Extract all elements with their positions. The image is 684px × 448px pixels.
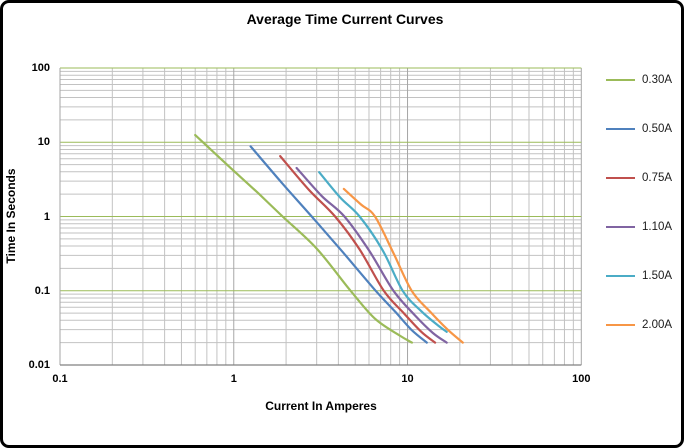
legend-line-swatch <box>606 226 635 228</box>
legend-item-0.75A: 0.75A <box>606 171 672 185</box>
legend-item-2.00A: 2.00A <box>606 318 672 332</box>
legend-line-swatch <box>606 128 635 130</box>
series-curve-0.30A <box>194 133 413 344</box>
x-tick-label-100: 100 <box>572 373 591 385</box>
y-tick-label-100: 100 <box>31 62 50 74</box>
legend-label: 1.50A <box>642 270 673 282</box>
plot-area <box>59 67 582 366</box>
x-tick-label-10: 10 <box>401 373 414 385</box>
y-tick-label-0.01: 0.01 <box>28 359 50 371</box>
chart-title: Average Time Current Curves <box>246 11 444 27</box>
y-tick-label-0.1: 0.1 <box>34 284 50 297</box>
legend-line-swatch <box>606 177 635 179</box>
legend-label: 0.75A <box>642 172 673 184</box>
legend-item-0.50A: 0.50A <box>606 122 672 136</box>
legend-label: 0.30A <box>642 74 673 86</box>
legend-label: 0.50A <box>642 123 673 135</box>
y-tick-label-1: 1 <box>43 210 50 223</box>
legend-label: 2.00A <box>642 319 673 331</box>
series-curve-1.50A <box>318 171 448 333</box>
legend-item-1.50A: 1.50A <box>606 269 672 283</box>
x-tick-label-1: 1 <box>230 373 237 385</box>
legend: 0.30A 0.50A 0.75A 1.10A 1.50A 2.00A <box>604 3 681 445</box>
y-tick-label-10: 10 <box>37 136 50 149</box>
x-tick-label-0.1: 0.1 <box>52 373 68 385</box>
x-axis-title: Current In Amperes <box>265 399 377 413</box>
series-curve-0.50A <box>249 145 428 344</box>
legend-label: 1.10A <box>642 221 673 233</box>
legend-line-swatch <box>606 79 635 81</box>
legend-item-1.10A: 1.10A <box>606 220 672 234</box>
legend-line-swatch <box>606 275 635 277</box>
series-curve-1.10A <box>295 166 448 344</box>
legend-line-swatch <box>606 324 635 326</box>
series-curve-2.00A <box>342 187 464 344</box>
legend-item-0.30A: 0.30A <box>606 73 672 87</box>
series-curve-0.75A <box>279 155 437 344</box>
